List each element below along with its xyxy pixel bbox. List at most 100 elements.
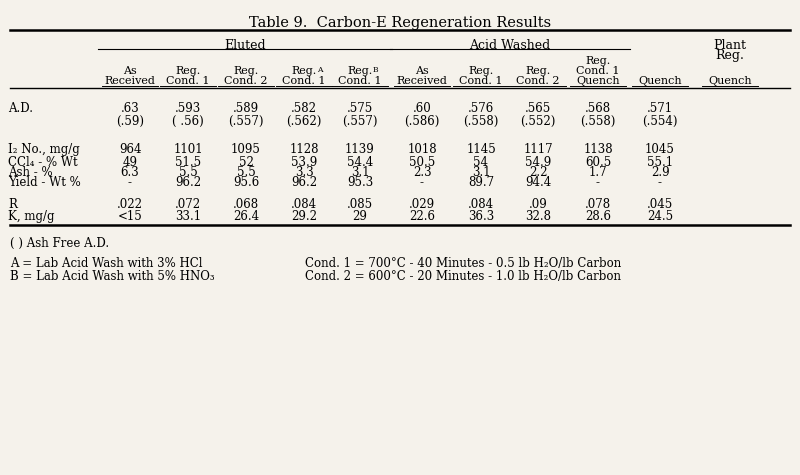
Text: 5.5: 5.5 (178, 166, 198, 179)
Text: .582: .582 (291, 102, 317, 115)
Text: A = Lab Acid Wash with 3% HCl: A = Lab Acid Wash with 3% HCl (10, 257, 202, 270)
Text: .072: .072 (175, 198, 201, 211)
Text: 1.7: 1.7 (589, 166, 607, 179)
Text: 53.9: 53.9 (291, 156, 317, 169)
Text: 2.3: 2.3 (413, 166, 431, 179)
Text: .63: .63 (121, 102, 139, 115)
Text: Table 9.  Carbon-E Regeneration Results: Table 9. Carbon-E Regeneration Results (249, 16, 551, 30)
Text: Reg.: Reg. (468, 66, 494, 76)
Text: 24.5: 24.5 (647, 210, 673, 223)
Text: .576: .576 (468, 102, 494, 115)
Text: Cond. 1 = 700°C - 40 Minutes - 0.5 lb H₂O/lb Carbon: Cond. 1 = 700°C - 40 Minutes - 0.5 lb H₂… (305, 257, 622, 270)
Text: 1018: 1018 (407, 143, 437, 156)
Text: 36.3: 36.3 (468, 210, 494, 223)
Text: .085: .085 (347, 198, 373, 211)
Text: .589: .589 (233, 102, 259, 115)
Text: Received: Received (397, 76, 447, 86)
Text: Acid Washed: Acid Washed (470, 39, 550, 52)
Text: 95.3: 95.3 (347, 176, 373, 189)
Text: Reg.: Reg. (347, 66, 373, 76)
Text: 95.6: 95.6 (233, 176, 259, 189)
Text: Quench: Quench (576, 76, 620, 86)
Text: K, mg/g: K, mg/g (8, 210, 54, 223)
Text: A: A (317, 66, 322, 74)
Text: -: - (420, 176, 424, 189)
Text: 54: 54 (474, 156, 489, 169)
Text: 3.3: 3.3 (294, 166, 314, 179)
Text: <15: <15 (118, 210, 142, 223)
Text: .575: .575 (347, 102, 373, 115)
Text: 1095: 1095 (231, 143, 261, 156)
Text: Reg.: Reg. (586, 56, 610, 66)
Text: 1117: 1117 (523, 143, 553, 156)
Text: -: - (596, 176, 600, 189)
Text: Plant: Plant (714, 39, 746, 52)
Text: .568: .568 (585, 102, 611, 115)
Text: 1139: 1139 (345, 143, 375, 156)
Text: .571: .571 (647, 102, 673, 115)
Text: (.558): (.558) (580, 115, 616, 128)
Text: ( ) Ash Free A.D.: ( ) Ash Free A.D. (10, 237, 109, 250)
Text: (.552): (.552) (520, 115, 556, 128)
Text: .029: .029 (409, 198, 435, 211)
Text: 49: 49 (122, 156, 138, 169)
Text: Cond. 1: Cond. 1 (576, 66, 620, 76)
Text: Quench: Quench (638, 76, 682, 86)
Text: 26.4: 26.4 (233, 210, 259, 223)
Text: Cond. 2: Cond. 2 (224, 76, 268, 86)
Text: Cond. 1: Cond. 1 (166, 76, 210, 86)
Text: .068: .068 (233, 198, 259, 211)
Text: .565: .565 (525, 102, 551, 115)
Text: ( .56): ( .56) (172, 115, 204, 128)
Text: CCl₄ - % Wt: CCl₄ - % Wt (8, 156, 78, 169)
Text: I₂ No., mg/g: I₂ No., mg/g (8, 143, 80, 156)
Text: .593: .593 (175, 102, 201, 115)
Text: .084: .084 (291, 198, 317, 211)
Text: 22.6: 22.6 (409, 210, 435, 223)
Text: 29.2: 29.2 (291, 210, 317, 223)
Text: 33.1: 33.1 (175, 210, 201, 223)
Text: Cond. 1: Cond. 1 (459, 76, 502, 86)
Text: Reg.: Reg. (291, 66, 317, 76)
Text: 54.4: 54.4 (347, 156, 373, 169)
Text: 32.8: 32.8 (525, 210, 551, 223)
Text: 5.5: 5.5 (237, 166, 255, 179)
Text: As: As (415, 66, 429, 76)
Text: 1101: 1101 (173, 143, 203, 156)
Text: 1138: 1138 (583, 143, 613, 156)
Text: 3.1: 3.1 (350, 166, 370, 179)
Text: Cond. 2: Cond. 2 (516, 76, 560, 86)
Text: Eluted: Eluted (224, 39, 266, 52)
Text: 1128: 1128 (290, 143, 318, 156)
Text: 60.5: 60.5 (585, 156, 611, 169)
Text: 52: 52 (238, 156, 254, 169)
Text: .09: .09 (529, 198, 547, 211)
Text: 6.3: 6.3 (121, 166, 139, 179)
Text: B: B (373, 66, 378, 74)
Text: -: - (128, 176, 132, 189)
Text: B = Lab Acid Wash with 5% HNO₃: B = Lab Acid Wash with 5% HNO₃ (10, 270, 214, 283)
Text: 51.5: 51.5 (175, 156, 201, 169)
Text: (.562): (.562) (286, 115, 322, 128)
Text: As: As (123, 66, 137, 76)
Text: .60: .60 (413, 102, 431, 115)
Text: 1145: 1145 (466, 143, 496, 156)
Text: Reg.: Reg. (715, 49, 745, 62)
Text: 54.9: 54.9 (525, 156, 551, 169)
Text: Received: Received (105, 76, 155, 86)
Text: 29: 29 (353, 210, 367, 223)
Text: 89.7: 89.7 (468, 176, 494, 189)
Text: 50.5: 50.5 (409, 156, 435, 169)
Text: 55.1: 55.1 (647, 156, 673, 169)
Text: Quench: Quench (708, 76, 752, 86)
Text: 96.2: 96.2 (291, 176, 317, 189)
Text: 28.6: 28.6 (585, 210, 611, 223)
Text: 94.4: 94.4 (525, 176, 551, 189)
Text: (.554): (.554) (642, 115, 678, 128)
Text: (.557): (.557) (228, 115, 264, 128)
Text: 2.9: 2.9 (650, 166, 670, 179)
Text: 3.1: 3.1 (472, 166, 490, 179)
Text: A.D.: A.D. (8, 102, 33, 115)
Text: (.558): (.558) (463, 115, 498, 128)
Text: .022: .022 (117, 198, 143, 211)
